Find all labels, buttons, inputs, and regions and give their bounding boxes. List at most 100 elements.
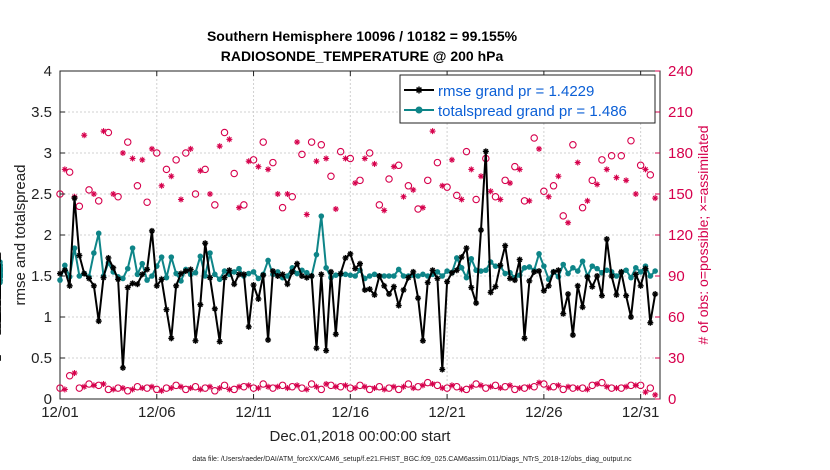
obs-possible-marker xyxy=(288,192,297,201)
y-tick-label: 0.5 xyxy=(31,350,52,367)
obs-possible-marker xyxy=(94,197,103,205)
obs-possible-marker xyxy=(336,147,345,156)
star-stroke xyxy=(623,177,629,183)
obs-possible-marker xyxy=(462,147,471,156)
obs-assimilated-marker xyxy=(642,389,649,396)
star-stroke xyxy=(352,385,358,391)
obs-possible-marker xyxy=(211,387,219,395)
legend-star-stroke xyxy=(416,87,422,93)
rmse-point xyxy=(584,273,591,280)
point-stroke xyxy=(134,281,141,287)
totalspread-point xyxy=(574,268,581,274)
obs-assimilated-marker xyxy=(584,386,591,393)
rmse-point xyxy=(197,301,204,308)
star-stroke xyxy=(449,382,455,388)
point-stroke xyxy=(62,267,68,273)
star-stroke xyxy=(323,155,329,161)
obs-possible-marker xyxy=(220,381,229,390)
star-stroke xyxy=(430,128,436,134)
point-stroke xyxy=(647,320,653,326)
point-stroke xyxy=(352,266,358,272)
point-stroke xyxy=(221,275,228,281)
point-stroke xyxy=(405,275,411,281)
point-stroke xyxy=(386,291,392,297)
obs-assimilated-marker xyxy=(294,139,301,146)
totalspread-point xyxy=(458,265,465,271)
totalspread-point xyxy=(463,274,470,281)
star-stroke xyxy=(391,384,397,390)
totalspread-point xyxy=(76,273,83,279)
rmse-point xyxy=(105,254,112,261)
rmse-point xyxy=(182,268,189,275)
obs-assimilated-marker xyxy=(119,385,126,392)
point-stroke xyxy=(376,273,382,279)
point-stroke xyxy=(536,268,542,274)
star-stroke xyxy=(294,382,300,388)
totalspread-point xyxy=(265,257,271,264)
obs-assimilated-marker xyxy=(284,191,291,197)
totalspread-point xyxy=(637,269,644,275)
obs-possible-marker xyxy=(549,182,558,190)
star-stroke xyxy=(284,191,290,197)
point-stroke xyxy=(159,276,165,282)
obs-assimilated-marker xyxy=(536,145,543,152)
totalspread-point xyxy=(565,270,571,277)
totalspread-point xyxy=(439,273,446,279)
point-stroke xyxy=(289,269,295,275)
point-stroke xyxy=(391,284,397,290)
point-stroke xyxy=(463,245,470,251)
data-file-footnote: data file: /Users/raeder/DAI/ATM_forcXX/… xyxy=(192,456,632,463)
point-stroke xyxy=(275,273,281,279)
point-stroke xyxy=(178,270,184,277)
legend-box xyxy=(399,74,656,124)
totalspread-point xyxy=(371,271,378,278)
star-stroke xyxy=(652,392,658,398)
star-stroke xyxy=(217,143,223,149)
star-stroke xyxy=(555,173,561,179)
obs-possible-marker xyxy=(365,149,374,157)
star-stroke xyxy=(526,198,532,204)
totalspread-series xyxy=(0,213,658,286)
point-stroke xyxy=(338,270,344,277)
obs-assimilated-marker xyxy=(419,204,426,211)
point-stroke xyxy=(81,270,87,277)
totalspread-point xyxy=(541,263,547,269)
point-stroke xyxy=(250,282,257,288)
totalspread-point xyxy=(502,270,508,277)
rmse-point xyxy=(395,302,402,309)
rmse-point xyxy=(308,273,315,279)
point-stroke xyxy=(526,278,532,284)
obs-assimilated-marker xyxy=(303,386,310,393)
y-right-tick-label: 210 xyxy=(668,104,693,121)
totalspread-point xyxy=(647,273,654,279)
star-stroke xyxy=(459,196,465,202)
star-stroke xyxy=(488,384,494,390)
obs-possible-marker xyxy=(65,372,74,380)
totalspread-point xyxy=(594,265,600,272)
star-stroke xyxy=(565,384,571,390)
totalspread-point xyxy=(284,273,291,279)
point-stroke xyxy=(120,365,126,371)
y-tick-label: 3.5 xyxy=(31,104,52,121)
star-stroke xyxy=(294,139,300,145)
obs-assimilated-marker xyxy=(148,145,155,152)
point-stroke xyxy=(623,293,629,299)
totalspread-point xyxy=(623,267,629,274)
star-stroke xyxy=(536,380,542,386)
totalspread-point xyxy=(134,271,141,278)
rmse-point xyxy=(279,271,286,278)
rmse-point xyxy=(81,270,88,277)
rmse-point xyxy=(76,252,83,259)
obs-possible-marker xyxy=(472,195,480,204)
star-stroke xyxy=(197,386,203,392)
star-stroke xyxy=(62,386,68,392)
y-right-tick-label: 120 xyxy=(668,227,693,244)
point-stroke xyxy=(313,345,320,351)
y-right-tick-label: 150 xyxy=(668,186,693,203)
obs-assimilated-marker xyxy=(497,196,504,203)
rmse-point xyxy=(298,273,305,279)
obs-assimilated-marker xyxy=(613,174,620,181)
rmse-line xyxy=(59,150,657,371)
star-stroke xyxy=(478,173,484,179)
totalspread-point xyxy=(245,270,252,277)
